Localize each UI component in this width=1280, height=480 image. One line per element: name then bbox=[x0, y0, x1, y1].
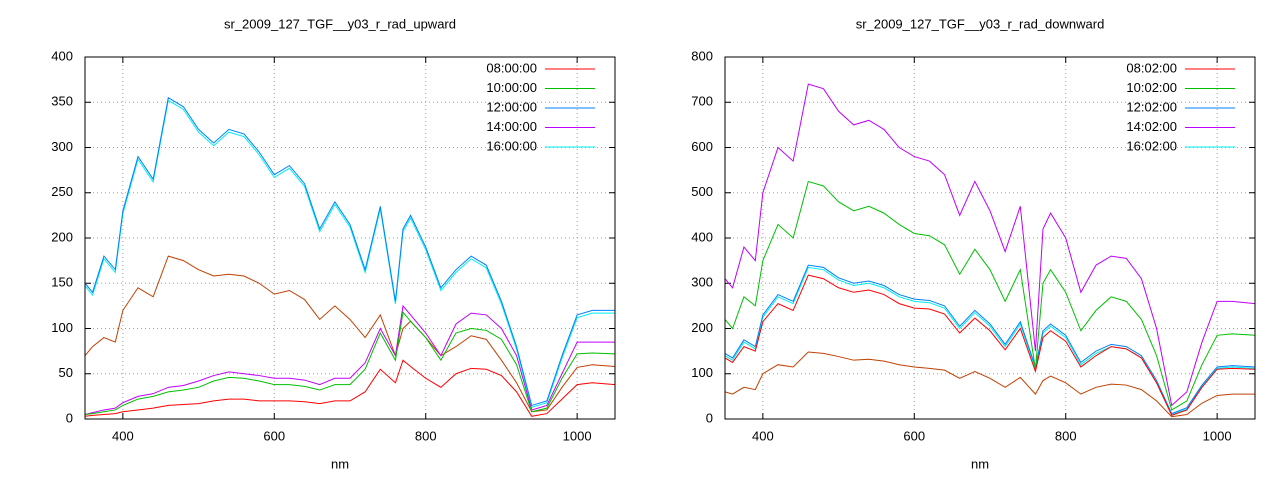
plot-frame bbox=[84, 56, 616, 420]
y-tick-label: 200 bbox=[51, 229, 73, 244]
legend-label: 12:00:00 bbox=[486, 99, 537, 114]
legend-label: 08:02:00 bbox=[1126, 60, 1177, 75]
data-line bbox=[84, 359, 616, 417]
y-tick-label: 800 bbox=[691, 48, 713, 63]
data-line bbox=[724, 274, 1256, 417]
y-tick-label: 200 bbox=[691, 320, 713, 335]
legend-label: 10:00:00 bbox=[486, 80, 537, 95]
x-tick-label: 600 bbox=[263, 428, 285, 443]
x-tick-label: 600 bbox=[903, 428, 925, 443]
data-line bbox=[724, 180, 1256, 411]
y-tick-label: 100 bbox=[691, 365, 713, 380]
y-tick-label: 50 bbox=[59, 365, 73, 380]
y-tick-label: 0 bbox=[706, 410, 713, 425]
data-line bbox=[724, 83, 1256, 407]
x-tick-label: 800 bbox=[415, 428, 437, 443]
data-line bbox=[724, 351, 1255, 418]
legend-label: 14:02:00 bbox=[1126, 119, 1177, 134]
y-tick-label: 300 bbox=[51, 139, 73, 154]
legend-label: 10:02:00 bbox=[1126, 80, 1177, 95]
legend-label: 16:02:00 bbox=[1126, 138, 1177, 153]
legend-label: 14:00:00 bbox=[486, 119, 537, 134]
y-tick-label: 350 bbox=[51, 94, 73, 109]
legend-label: 12:02:00 bbox=[1126, 99, 1177, 114]
x-axis-label: nm bbox=[331, 456, 349, 471]
y-tick-label: 300 bbox=[691, 275, 713, 290]
x-axis-label: nm bbox=[971, 456, 989, 471]
plot-frame bbox=[724, 56, 1256, 420]
x-tick-label: 1000 bbox=[563, 428, 592, 443]
data-line bbox=[724, 266, 1256, 416]
y-tick-label: 600 bbox=[691, 139, 713, 154]
chart-title: sr_2009_127_TGF__y03_r_rad_downward bbox=[856, 16, 1105, 31]
y-tick-label: 500 bbox=[691, 184, 713, 199]
x-tick-label: 1000 bbox=[1203, 428, 1232, 443]
y-tick-label: 150 bbox=[51, 275, 73, 290]
data-line bbox=[84, 304, 615, 415]
chart-title: sr_2009_127_TGF__y03_r_rad_upward bbox=[224, 16, 456, 31]
x-tick-label: 400 bbox=[752, 428, 774, 443]
x-tick-label: 800 bbox=[1055, 428, 1077, 443]
y-tick-label: 700 bbox=[691, 94, 713, 109]
y-tick-label: 400 bbox=[691, 229, 713, 244]
data-line bbox=[84, 311, 616, 415]
y-tick-label: 0 bbox=[66, 410, 73, 425]
y-tick-label: 250 bbox=[51, 184, 73, 199]
legend-label: 08:00:00 bbox=[486, 60, 537, 75]
x-tick-label: 400 bbox=[112, 428, 134, 443]
data-line bbox=[724, 264, 1256, 415]
legend-label: 16:00:00 bbox=[486, 138, 537, 153]
data-line bbox=[84, 255, 616, 413]
data-line bbox=[84, 96, 615, 407]
y-tick-label: 400 bbox=[51, 48, 73, 63]
y-tick-label: 100 bbox=[51, 320, 73, 335]
